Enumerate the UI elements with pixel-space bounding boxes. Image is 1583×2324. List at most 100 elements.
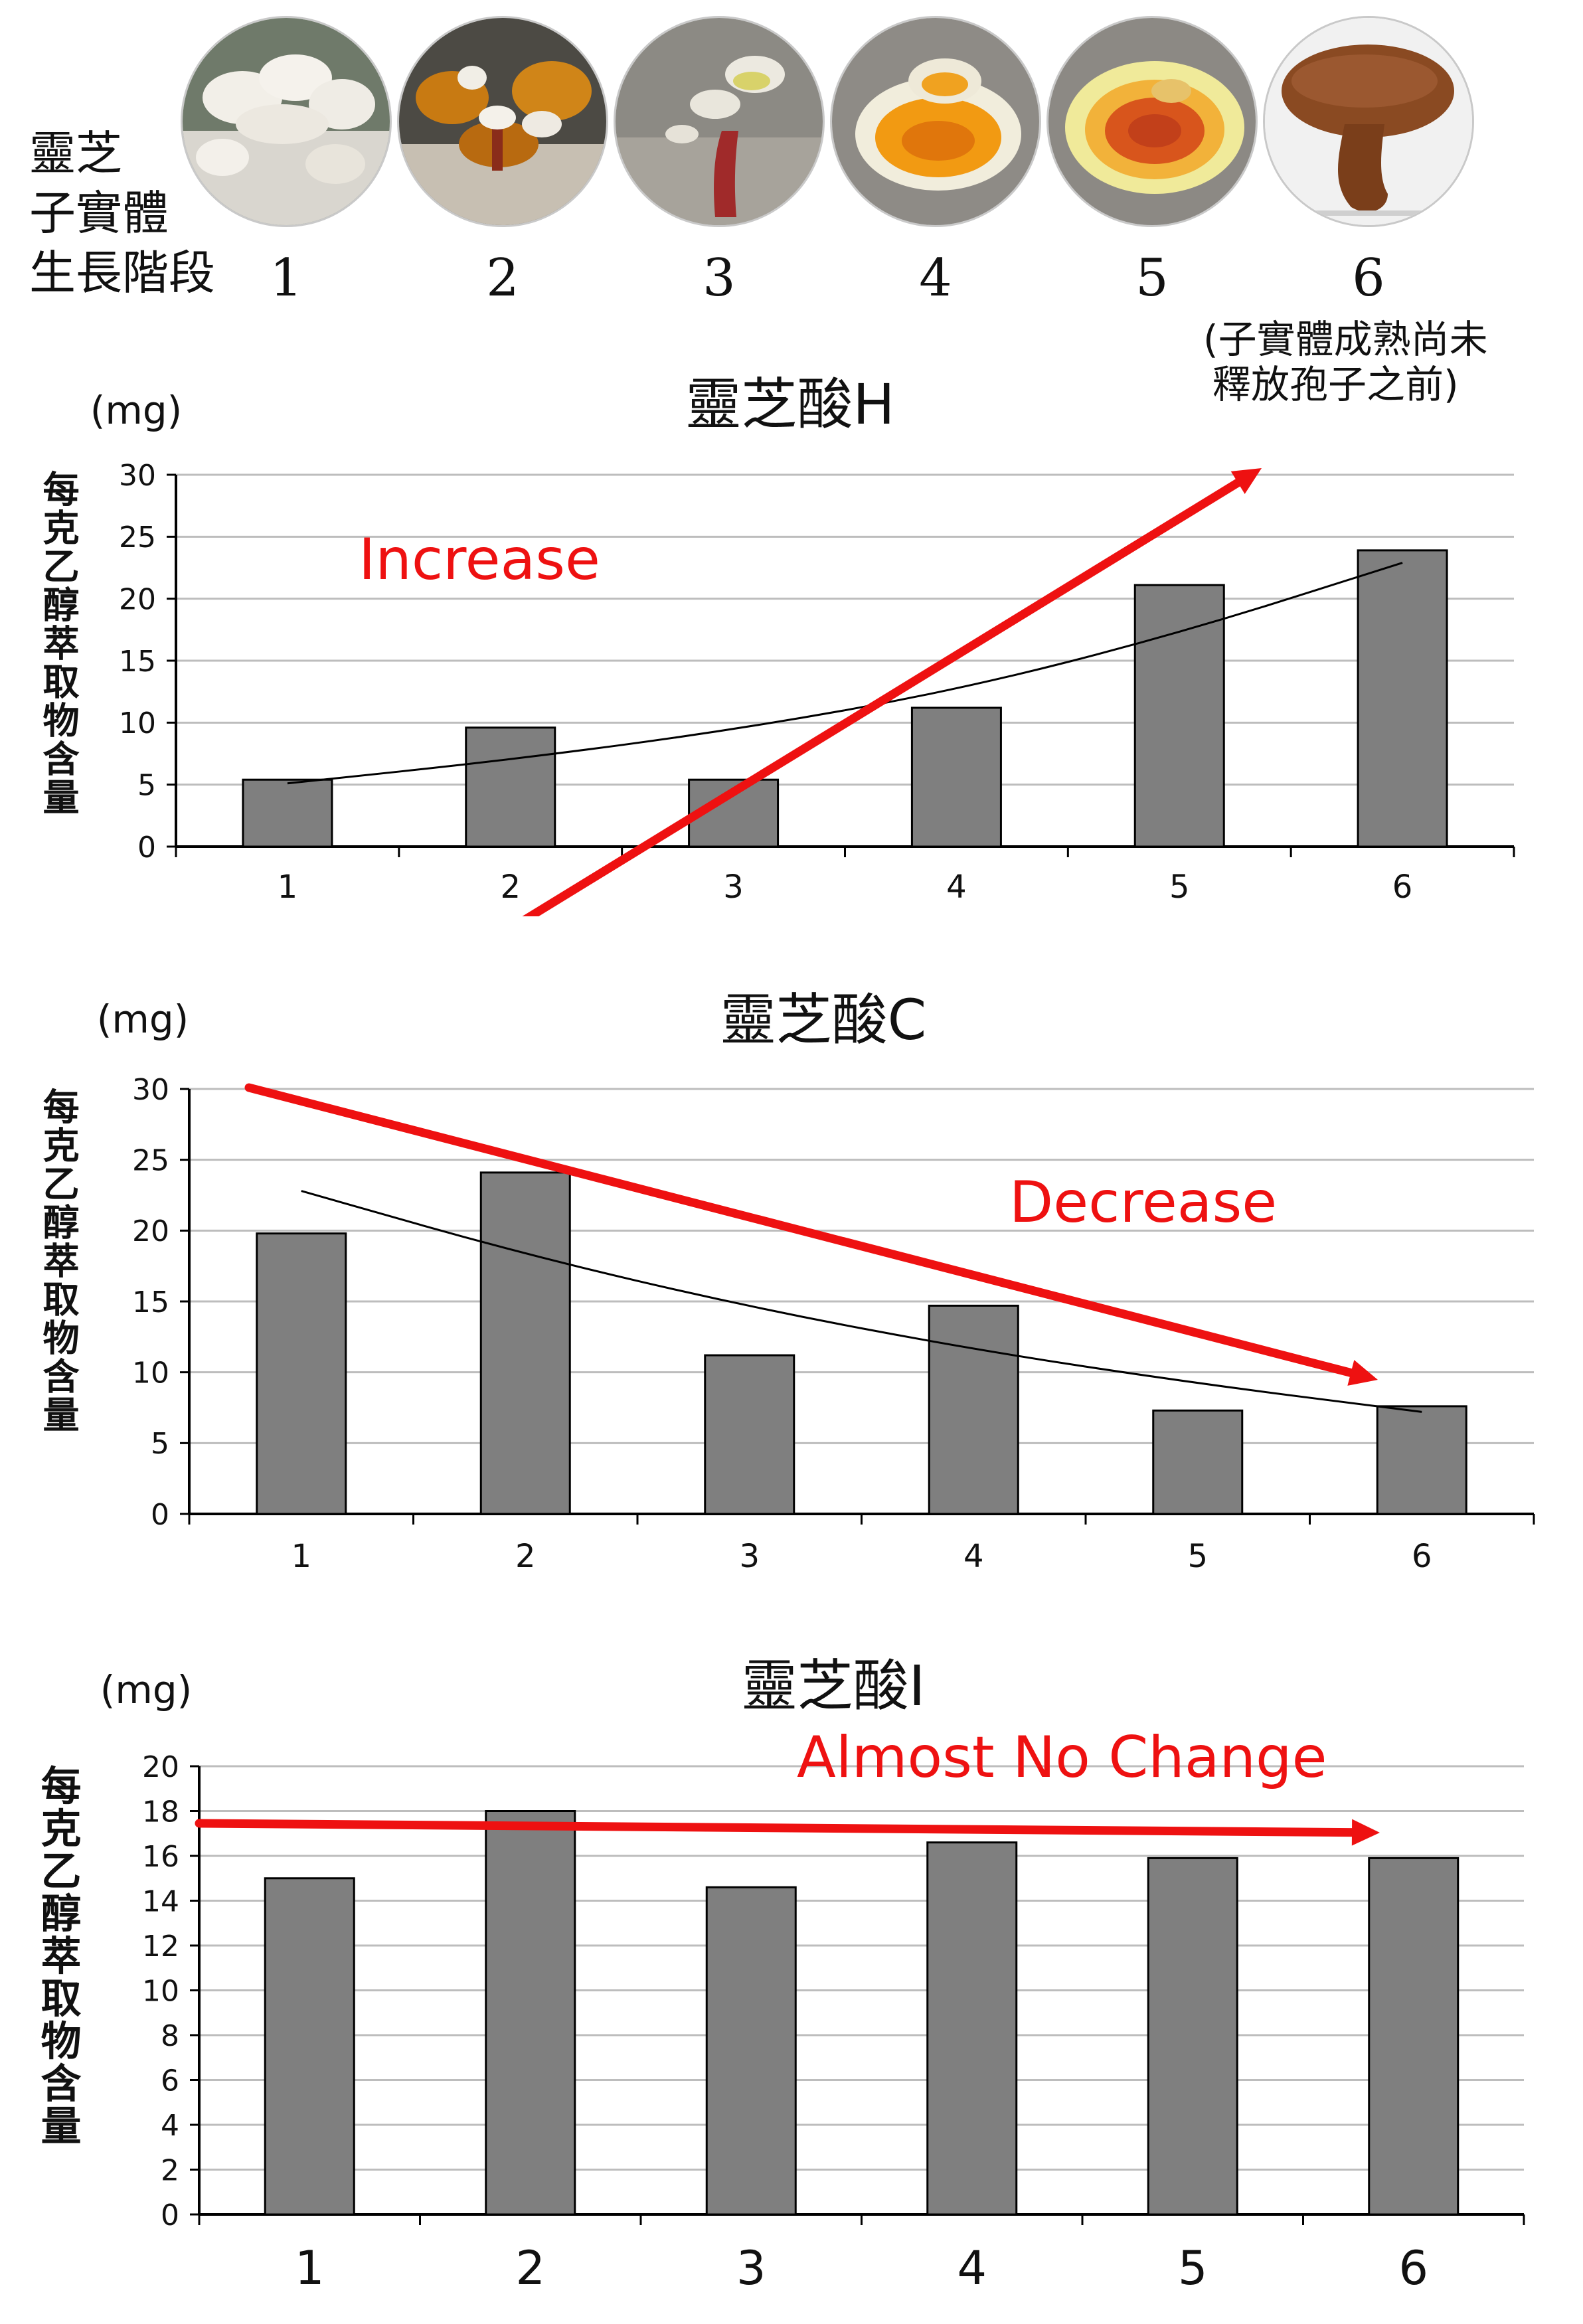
trend-arrow-head <box>1347 1360 1378 1386</box>
x-tick-label: 5 <box>1169 869 1190 906</box>
x-tick-label: 1 <box>295 2241 325 2295</box>
y-tick-label: 5 <box>151 1427 169 1461</box>
x-tick-label: 6 <box>1412 1538 1432 1575</box>
growth-stage-header: 靈芝 子實體 生長階段 <box>0 0 1583 406</box>
x-tick-label: 2 <box>500 869 521 906</box>
unit-label: (mg) <box>97 997 189 1042</box>
y-axis-label-char: 量 <box>41 2104 82 2150</box>
trend-line <box>287 562 1403 785</box>
stage-1-photo <box>181 16 392 227</box>
y-tick-label: 10 <box>142 1974 179 2008</box>
y-axis-label-char: 醇 <box>41 1891 82 1938</box>
y-axis-label-char: 物 <box>42 699 79 742</box>
x-tick-label: 5 <box>1178 2241 1208 2295</box>
y-axis-label-char: 取 <box>42 661 79 703</box>
y-tick-label: 0 <box>161 2199 179 2232</box>
bar-stage-3 <box>704 1354 795 1515</box>
trend-arrow-head <box>1351 1819 1380 1846</box>
trend-arrow-shaft <box>244 1083 1355 1377</box>
trend-arrow-shaft <box>195 1819 1357 1837</box>
bar-stage-1 <box>242 778 333 848</box>
y-axis-label-char: 乙 <box>41 1849 82 1895</box>
y-axis-label-char: 取 <box>41 1976 82 2023</box>
y-axis-label-char: 含 <box>42 738 80 780</box>
y-tick-label: 6 <box>161 2064 179 2098</box>
y-tick-label: 25 <box>132 1144 169 1178</box>
chart-title: 靈芝酸I <box>742 1653 926 1718</box>
y-tick-label: 8 <box>161 2019 179 2053</box>
stage-number-4: 4 <box>919 248 952 308</box>
stage-6-note-line-1: (子實體成熟尚未 <box>1203 317 1488 362</box>
stage-title-line-2: 子實體 <box>29 186 169 240</box>
stage-2-photo <box>397 16 608 227</box>
trend-line <box>301 1190 1422 1413</box>
y-tick-label: 18 <box>142 1795 179 1829</box>
y-tick-label: 5 <box>137 769 156 803</box>
unit-label: (mg) <box>100 1667 193 1712</box>
chart-title: 靈芝酸H <box>685 372 894 437</box>
y-tick-label: 15 <box>132 1286 169 1319</box>
y-tick-label: 10 <box>119 706 156 740</box>
stage-6-note-line-2: 釋放孢子之前) <box>1212 362 1459 407</box>
trend-arrow-shaft <box>522 478 1242 916</box>
y-tick-label: 14 <box>142 1884 179 1918</box>
x-tick-label: 6 <box>1398 2241 1428 2295</box>
bar-stage-3 <box>705 1886 797 2216</box>
y-tick-label: 16 <box>142 1840 179 1874</box>
x-tick-label: 5 <box>1187 1538 1208 1575</box>
y-axis-label-char: 含 <box>42 1355 80 1398</box>
bar-stage-2 <box>465 726 556 848</box>
x-tick-label: 2 <box>515 2241 545 2295</box>
y-axis-label-char: 每 <box>42 1086 79 1128</box>
y-axis-label-char: 醇 <box>42 584 79 626</box>
y-axis-label-char: 含 <box>41 2061 82 2108</box>
stage-6-photo <box>1263 16 1474 227</box>
x-tick-label: 1 <box>278 869 298 906</box>
stage-number-3: 3 <box>703 248 736 308</box>
y-axis-label-char: 乙 <box>42 1163 79 1205</box>
chart-acid-i: 0 2 4 6 8 10 12 14 16 18 20 1 2 3 4 5 6 Almost No Change 靈… <box>0 1647 1583 2324</box>
bar-stage-6 <box>1357 549 1448 848</box>
x-tick-label: 4 <box>946 869 967 906</box>
y-axis-label-char: 取 <box>42 1278 79 1321</box>
chart-acid-h: 0 5 10 15 20 25 30 1 2 3 4 5 6 Increase 靈芝酸H (mg) 每克乙醇萃取… <box>0 372 1583 916</box>
y-tick-label: 15 <box>119 645 156 679</box>
x-tick-label: 3 <box>736 2241 766 2295</box>
bar-stage-2 <box>485 1810 576 2216</box>
y-tick-label: 20 <box>142 1750 179 1784</box>
y-tick-label: 12 <box>142 1930 179 1963</box>
bar-stage-6 <box>1376 1405 1467 1515</box>
y-axis-label-char: 量 <box>42 776 79 819</box>
stage-number-5: 5 <box>1135 248 1169 308</box>
stage-number-2: 2 <box>486 248 519 308</box>
x-tick-label: 4 <box>963 1538 984 1575</box>
y-axis-label-char: 萃 <box>42 622 79 665</box>
stage-4-photo <box>830 16 1041 227</box>
x-tick-label: 3 <box>723 869 744 906</box>
bar-stage-4 <box>928 1304 1019 1515</box>
y-tick-label: 25 <box>119 521 156 554</box>
y-axis-label-char: 萃 <box>42 1240 79 1282</box>
y-axis-label-char: 物 <box>41 2019 82 2065</box>
y-axis-label-char: 克 <box>42 507 79 549</box>
y-tick-label: 4 <box>161 2109 179 2143</box>
bar-stage-5 <box>1152 1409 1244 1515</box>
stage-number-6: 6 <box>1352 248 1385 308</box>
chart-title: 靈芝酸C <box>720 987 927 1052</box>
bar-stage-6 <box>1368 1857 1459 2216</box>
trend-annotation: Almost No Change <box>797 1724 1327 1791</box>
bar-stage-5 <box>1133 584 1225 848</box>
bar-stage-1 <box>256 1232 347 1515</box>
y-axis-label-char: 每 <box>41 1764 82 1810</box>
y-axis-label-char: 萃 <box>41 1934 82 1980</box>
y-axis-label-char: 乙 <box>42 545 79 588</box>
y-tick-label: 0 <box>151 1498 169 1532</box>
y-tick-label: 10 <box>132 1357 169 1390</box>
stage-5-photo <box>1046 16 1258 227</box>
x-tick-label: 6 <box>1392 869 1413 906</box>
stage-title-line-1: 靈芝 <box>29 126 122 181</box>
bar-stage-4 <box>926 1841 1018 2216</box>
x-tick-label: 2 <box>515 1538 536 1575</box>
y-tick-label: 20 <box>132 1214 169 1248</box>
y-tick-label: 0 <box>137 831 156 865</box>
